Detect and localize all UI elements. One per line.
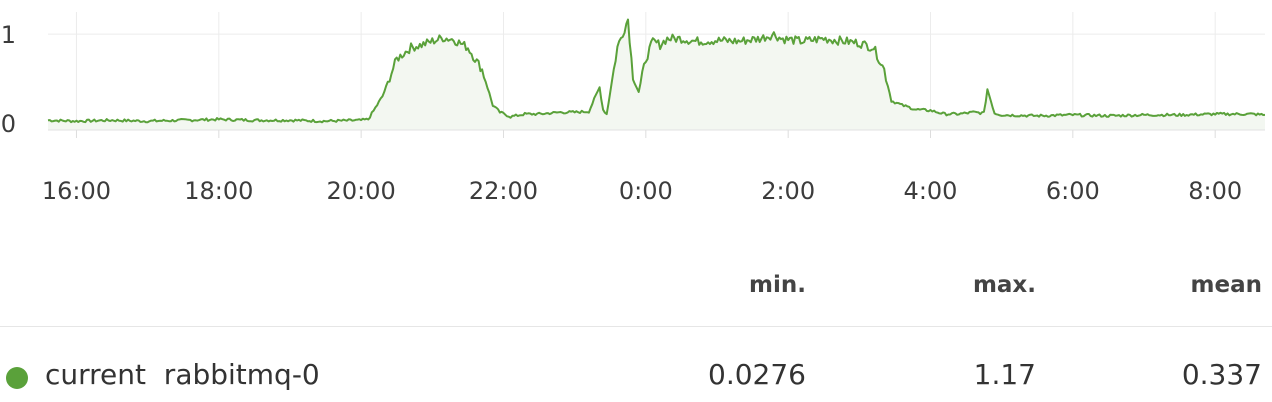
series-line-path <box>47 18 1266 124</box>
legend-header-mean: mean <box>1190 272 1262 298</box>
legend-header-max: max. <box>972 272 1036 298</box>
legend-header-min: min. <box>749 272 806 298</box>
x-tick-label: 20:00 <box>327 177 396 205</box>
series-line <box>47 18 1266 124</box>
legend-value-mean: 0.337 <box>1181 358 1262 391</box>
legend-value-min: 0.0276 <box>708 358 806 391</box>
y-tick-label: 0 <box>1 110 16 138</box>
series-area <box>48 19 1265 130</box>
legend-color-dot <box>6 367 28 389</box>
legend-value-max: 1.17 <box>973 358 1036 391</box>
x-tick-label: 0:00 <box>619 177 673 205</box>
x-tick-label: 8:00 <box>1188 177 1242 205</box>
x-tick-label: 16:00 <box>42 177 111 205</box>
x-tick-label: 18:00 <box>184 177 253 205</box>
series-area-fill <box>48 19 1265 130</box>
x-tick-label: 2:00 <box>761 177 815 205</box>
legend-series-name[interactable]: current rabbitmq-0 <box>45 358 320 391</box>
x-tick-label: 6:00 <box>1046 177 1100 205</box>
x-tick-label: 22:00 <box>469 177 538 205</box>
y-axis-ticks: 01 <box>1 21 16 138</box>
x-axis-ticks: 16:00 18:00 20:00 22:00 0:00 2:00 4:00 6:00 8:00 <box>42 130 1242 205</box>
x-tick-label: 4:00 <box>904 177 958 205</box>
legend-divider <box>0 326 1272 327</box>
y-tick-label: 1 <box>1 21 16 49</box>
legend-row-rabbitmq-0[interactable]: current rabbitmq-0 0.0276 1.17 0.337 <box>0 352 1272 402</box>
timeseries-chart: 01 16:00 18:00 20:00 22:00 0:00 2:00 4:00 6:00 8… <box>1 12 1266 205</box>
